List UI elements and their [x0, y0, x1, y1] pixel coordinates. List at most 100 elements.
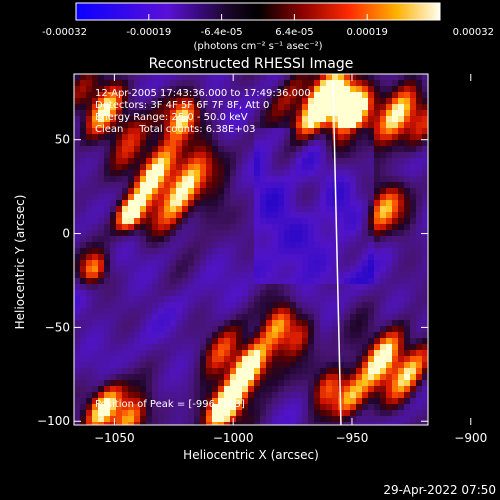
- heatmap-cell: [200, 284, 206, 290]
- heatmap-cell: [314, 170, 320, 176]
- heatmap-cell: [344, 236, 350, 242]
- heatmap-cell: [98, 110, 104, 116]
- heatmap-cell: [188, 98, 194, 104]
- heatmap-cell: [158, 134, 164, 140]
- heatmap-cell: [350, 224, 356, 230]
- heatmap-cell: [398, 230, 404, 236]
- heatmap-cell: [320, 344, 326, 350]
- heatmap-cell: [146, 272, 152, 278]
- heatmap-cell: [242, 80, 248, 86]
- heatmap-cell: [104, 332, 110, 338]
- heatmap-cell: [170, 308, 176, 314]
- heatmap-cell: [296, 290, 302, 296]
- heatmap-cell: [284, 224, 290, 230]
- heatmap-cell: [92, 224, 98, 230]
- heatmap-cell: [308, 296, 314, 302]
- heatmap-cell: [380, 116, 386, 122]
- heatmap-cell: [122, 350, 128, 356]
- heatmap-cell: [386, 302, 392, 308]
- heatmap-cell: [308, 242, 314, 248]
- heatmap-cell: [164, 194, 170, 200]
- heatmap-cell: [302, 140, 308, 146]
- heatmap-cell: [296, 236, 302, 242]
- heatmap-cell: [80, 230, 86, 236]
- heatmap-cell: [386, 98, 392, 104]
- heatmap-cell: [134, 206, 140, 212]
- heatmap-cell: [404, 386, 410, 392]
- heatmap-cell: [182, 176, 188, 182]
- heatmap-cell: [242, 116, 248, 122]
- heatmap-cell: [176, 188, 182, 194]
- heatmap-cell: [344, 200, 350, 206]
- heatmap-cell: [176, 200, 182, 206]
- heatmap-cell: [200, 368, 206, 374]
- heatmap-cell: [380, 104, 386, 110]
- heatmap-cell: [248, 188, 254, 194]
- heatmap-cell: [224, 80, 230, 86]
- heatmap-cell: [266, 122, 272, 128]
- heatmap-cell: [116, 320, 122, 326]
- heatmap-cell: [356, 86, 362, 92]
- heatmap-cell: [158, 248, 164, 254]
- heatmap-cell: [164, 140, 170, 146]
- heatmap-cell: [350, 86, 356, 92]
- heatmap-cell: [248, 266, 254, 272]
- heatmap-cell: [368, 104, 374, 110]
- heatmap-cell: [272, 320, 278, 326]
- heatmap-cell: [212, 422, 218, 425]
- heatmap-cell: [320, 404, 326, 410]
- heatmap-cell: [128, 212, 134, 218]
- heatmap-cell: [206, 302, 212, 308]
- heatmap-cell: [230, 338, 236, 344]
- heatmap-cell: [404, 224, 410, 230]
- heatmap-cell: [74, 296, 80, 302]
- heatmap-cell: [314, 272, 320, 278]
- heatmap-cell: [356, 362, 362, 368]
- heatmap-cell: [260, 194, 266, 200]
- heatmap-cell: [344, 248, 350, 254]
- heatmap-cell: [74, 194, 80, 200]
- heatmap-cell: [302, 320, 308, 326]
- heatmap-cell: [194, 230, 200, 236]
- heatmap-cell: [188, 422, 194, 425]
- heatmap-cell: [188, 284, 194, 290]
- heatmap-cell: [410, 188, 416, 194]
- heatmap-cell: [98, 230, 104, 236]
- heatmap-cell: [308, 194, 314, 200]
- heatmap-cell: [326, 266, 332, 272]
- heatmap-cell: [254, 302, 260, 308]
- heatmap-cell: [386, 110, 392, 116]
- heatmap-cell: [92, 158, 98, 164]
- heatmap-cell: [272, 308, 278, 314]
- heatmap-cell: [206, 236, 212, 242]
- heatmap-cell: [350, 272, 356, 278]
- heatmap-cell: [80, 104, 86, 110]
- heatmap-cell: [350, 110, 356, 116]
- heatmap-cell: [320, 176, 326, 182]
- heatmap-cell: [98, 200, 104, 206]
- heatmap-cell: [158, 230, 164, 236]
- heatmap-cell: [284, 248, 290, 254]
- heatmap-cell: [368, 416, 374, 422]
- heatmap-cell: [254, 194, 260, 200]
- heatmap-cell: [110, 410, 116, 416]
- heatmap-cell: [164, 398, 170, 404]
- heatmap-cell: [128, 170, 134, 176]
- heatmap-cell: [224, 344, 230, 350]
- heatmap-cell: [182, 374, 188, 380]
- heatmap-cell: [350, 140, 356, 146]
- heatmap-cell: [110, 110, 116, 116]
- heatmap-cell: [386, 332, 392, 338]
- heatmap-cell: [86, 368, 92, 374]
- heatmap-cell: [200, 134, 206, 140]
- heatmap-cell: [362, 248, 368, 254]
- heatmap-cell: [224, 176, 230, 182]
- heatmap-cell: [320, 350, 326, 356]
- heatmap-cell: [404, 86, 410, 92]
- heatmap-cell: [362, 278, 368, 284]
- heatmap-cell: [266, 134, 272, 140]
- heatmap-cell: [164, 392, 170, 398]
- heatmap-cell: [338, 74, 344, 80]
- heatmap-cell: [188, 74, 194, 80]
- heatmap-cell: [98, 374, 104, 380]
